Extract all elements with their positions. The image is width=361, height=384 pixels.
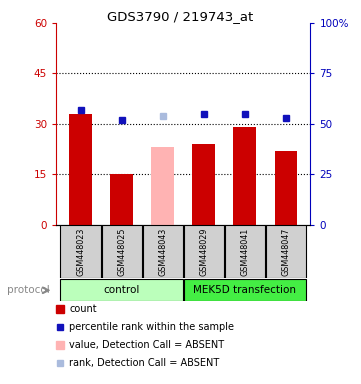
FancyBboxPatch shape [101,225,142,278]
Bar [151,147,174,225]
FancyBboxPatch shape [61,225,101,278]
Text: GSM448047: GSM448047 [281,227,290,276]
Bar [56,305,64,313]
Bar [192,144,215,225]
FancyBboxPatch shape [225,225,265,278]
FancyBboxPatch shape [266,225,306,278]
Text: GSM448043: GSM448043 [158,227,167,276]
Text: GDS3790 / 219743_at: GDS3790 / 219743_at [107,10,254,23]
Bar [110,174,133,225]
Bar [69,114,92,225]
Text: rank, Detection Call = ABSENT: rank, Detection Call = ABSENT [69,358,219,368]
Text: count: count [69,304,97,314]
Text: GSM448029: GSM448029 [199,227,208,276]
Text: MEK5D transfection: MEK5D transfection [193,285,296,295]
Text: value, Detection Call = ABSENT: value, Detection Call = ABSENT [69,340,225,350]
Text: percentile rank within the sample: percentile rank within the sample [69,322,234,332]
Text: GSM448025: GSM448025 [117,227,126,276]
FancyBboxPatch shape [143,225,183,278]
Text: protocol: protocol [7,285,50,295]
Bar [56,341,64,349]
Text: GSM448023: GSM448023 [76,227,85,276]
Bar [275,151,297,225]
Text: GSM448041: GSM448041 [240,227,249,276]
FancyBboxPatch shape [184,279,306,301]
Text: control: control [104,285,140,295]
FancyBboxPatch shape [61,279,183,301]
FancyBboxPatch shape [184,225,224,278]
Bar [234,127,256,225]
